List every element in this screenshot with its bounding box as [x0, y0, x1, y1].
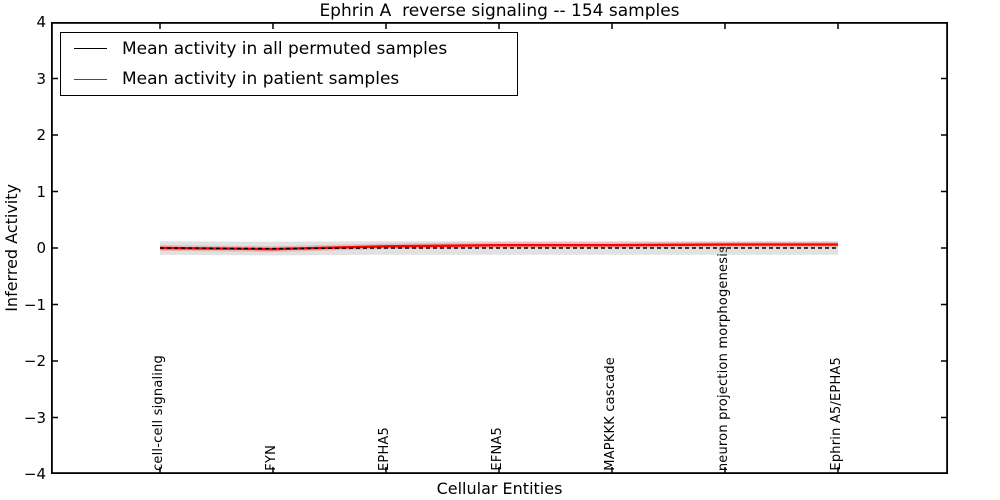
y-tick-label: −4: [23, 465, 46, 483]
chart-title: Ephrin A reverse signaling -- 154 sample…: [319, 1, 680, 21]
y-tick-label: −3: [23, 408, 46, 427]
y-tick-label: −1: [23, 295, 46, 314]
y-tick-label: 0: [36, 239, 46, 257]
y-tick-label: 1: [36, 182, 46, 201]
axes-frame: [51, 22, 948, 474]
legend: Mean activity in all permuted samples Me…: [60, 32, 518, 96]
legend-label-patient: Mean activity in patient samples: [122, 69, 400, 90]
black-line-swatch-icon: [74, 48, 107, 50]
y-tick-label: 4: [36, 13, 46, 31]
y-tick-label: 2: [36, 126, 46, 144]
legend-entry-patient: Mean activity in patient samples: [61, 65, 517, 94]
legend-entry-permuted: Mean activity in all permuted samples: [61, 34, 517, 63]
y-tick-label: −2: [23, 352, 46, 370]
permuted-mean-line: [159, 247, 838, 250]
plot-area: [51, 22, 948, 474]
legend-label-permuted: Mean activity in all permuted samples: [122, 38, 448, 59]
red-line-swatch-icon: [74, 78, 107, 80]
y-tick-label: 3: [36, 69, 46, 88]
x-axis-title: Cellular Entities: [436, 479, 563, 498]
